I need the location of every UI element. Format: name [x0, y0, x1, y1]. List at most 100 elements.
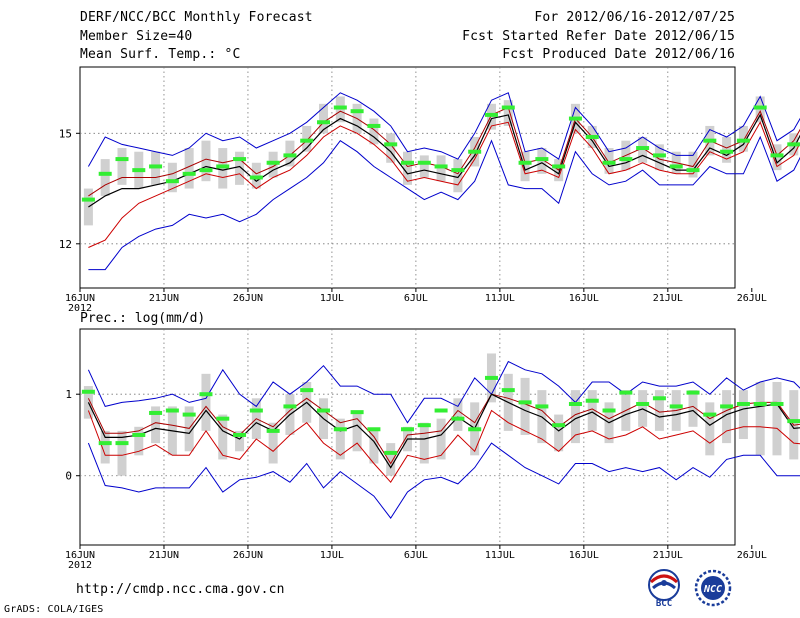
temp-median-marker [333, 105, 347, 110]
temp-median-marker [720, 149, 734, 154]
prec-median-marker [165, 408, 179, 413]
prec-x-tick-label: 16JUL [569, 550, 599, 561]
prec-box [419, 422, 429, 464]
ncc-logo: NCC [690, 568, 736, 608]
temp-median-marker [636, 146, 650, 151]
prec-box [436, 418, 446, 460]
temp-box [520, 151, 530, 182]
prec-box [134, 426, 144, 456]
temp-box [100, 159, 110, 196]
prec-box [151, 406, 161, 444]
temp-median-marker [669, 164, 683, 169]
source-url[interactable]: http://cmdp.ncc.cma.gov.cn [76, 582, 285, 597]
temp-median-marker [770, 153, 784, 158]
prec-median-marker [132, 432, 146, 437]
prec-box [100, 430, 110, 464]
temp-median-marker [199, 168, 213, 173]
temp-y-tick-label: 12 [59, 238, 72, 251]
prec-series-min [87, 442, 800, 519]
prec-median-marker [501, 388, 515, 393]
prec-box [570, 390, 580, 444]
prec-median-marker [149, 410, 163, 415]
temp-x-tick-label: 26JUN [233, 293, 263, 304]
prec-box [772, 381, 782, 456]
prec-median-marker [552, 423, 566, 428]
prec-median-marker [736, 401, 750, 406]
member-size: Member Size=40 [80, 29, 193, 44]
temp-median-marker [468, 149, 482, 154]
prec-x-tick-label: 21JUN [149, 550, 179, 561]
prec-median-marker [669, 404, 683, 409]
temp-box [319, 103, 329, 134]
prec-median-marker [602, 408, 616, 413]
prec-box [117, 430, 127, 476]
prec-median-marker [115, 441, 129, 446]
prec-box [83, 386, 93, 419]
prec-series-mean-plus-sd [87, 393, 800, 465]
prec-box [520, 377, 530, 435]
temp-box [369, 118, 379, 145]
prec-median-marker [652, 396, 666, 401]
prec-box [453, 398, 463, 431]
bcc-logo-text: BCC [656, 599, 672, 608]
temp-box [688, 151, 698, 178]
prec-x-tick-label: 26JUL [737, 550, 767, 561]
grads-credit: GrADS: COLA/IGES [4, 604, 104, 615]
prec-y-tick-label: 0 [65, 470, 72, 483]
temp-median-marker [266, 160, 280, 165]
temp-x-tick-label: 6JUL [404, 293, 428, 304]
temp-x-tick-label: 21JUN [149, 293, 179, 304]
temp-x-tick-label: 21JUL [653, 293, 683, 304]
temp-x-tick-label: 16JUL [569, 293, 599, 304]
temp-median-marker [249, 175, 263, 180]
temp-x-year-label: 2012 [68, 303, 92, 314]
temp-y-tick-label: 15 [59, 127, 72, 140]
temp-series-mean-minus-sd [88, 121, 800, 248]
temp-median-marker [652, 153, 666, 158]
temp-median-marker [233, 157, 247, 162]
forecast-started-date: Fcst Started Refer Date 2012/06/15 [462, 29, 735, 44]
temp-box [201, 140, 211, 182]
prec-median-marker [367, 427, 381, 432]
prec-median-marker [317, 408, 331, 413]
prec-box [755, 381, 765, 456]
temp-series-max [87, 92, 800, 167]
prec-x-tick-label: 21JUL [653, 550, 683, 561]
prec-box [705, 402, 715, 456]
prec-box [386, 443, 396, 476]
prec-series-mean [87, 393, 800, 469]
prec-box [554, 414, 564, 452]
temp-median-marker [568, 116, 582, 121]
prec-median-marker [468, 427, 482, 432]
prec-box [738, 390, 748, 440]
temp-median-marker [300, 138, 314, 143]
prec-box [688, 390, 698, 427]
prec-box [218, 414, 228, 460]
prec-box [201, 373, 211, 431]
temp-median-marker [132, 168, 146, 173]
temp-box [386, 133, 396, 163]
prec-x-tick-label: 26JUN [233, 550, 263, 561]
temp-median-marker [451, 168, 465, 173]
temp-x-tick-label: 1JUL [320, 293, 344, 304]
prec-box [335, 418, 345, 460]
temp-x-tick-label: 16JUN [65, 293, 95, 304]
temp-median-marker [501, 105, 515, 110]
prec-median-marker [451, 416, 465, 421]
prec-x-year-label: 2012 [68, 560, 92, 571]
temp-x-tick-label: 26JUL [737, 293, 767, 304]
temp-series-min [88, 135, 800, 271]
bcc-logo: BCC [641, 568, 687, 609]
prec-box [654, 390, 664, 431]
temp-median-marker [115, 157, 129, 162]
prec-median-marker [770, 401, 784, 406]
temp-median-marker [317, 120, 331, 125]
prec-y-tick-label: 1 [65, 388, 72, 401]
forecast-produced-date: Fcst Produced Date 2012/06/16 [502, 47, 735, 62]
prec-median-marker [417, 423, 431, 428]
temp-median-marker [401, 160, 414, 165]
prec-median-marker [787, 419, 800, 424]
temp-median-marker [484, 112, 498, 117]
prec-median-marker [535, 404, 549, 409]
temp-median-marker [367, 123, 381, 128]
